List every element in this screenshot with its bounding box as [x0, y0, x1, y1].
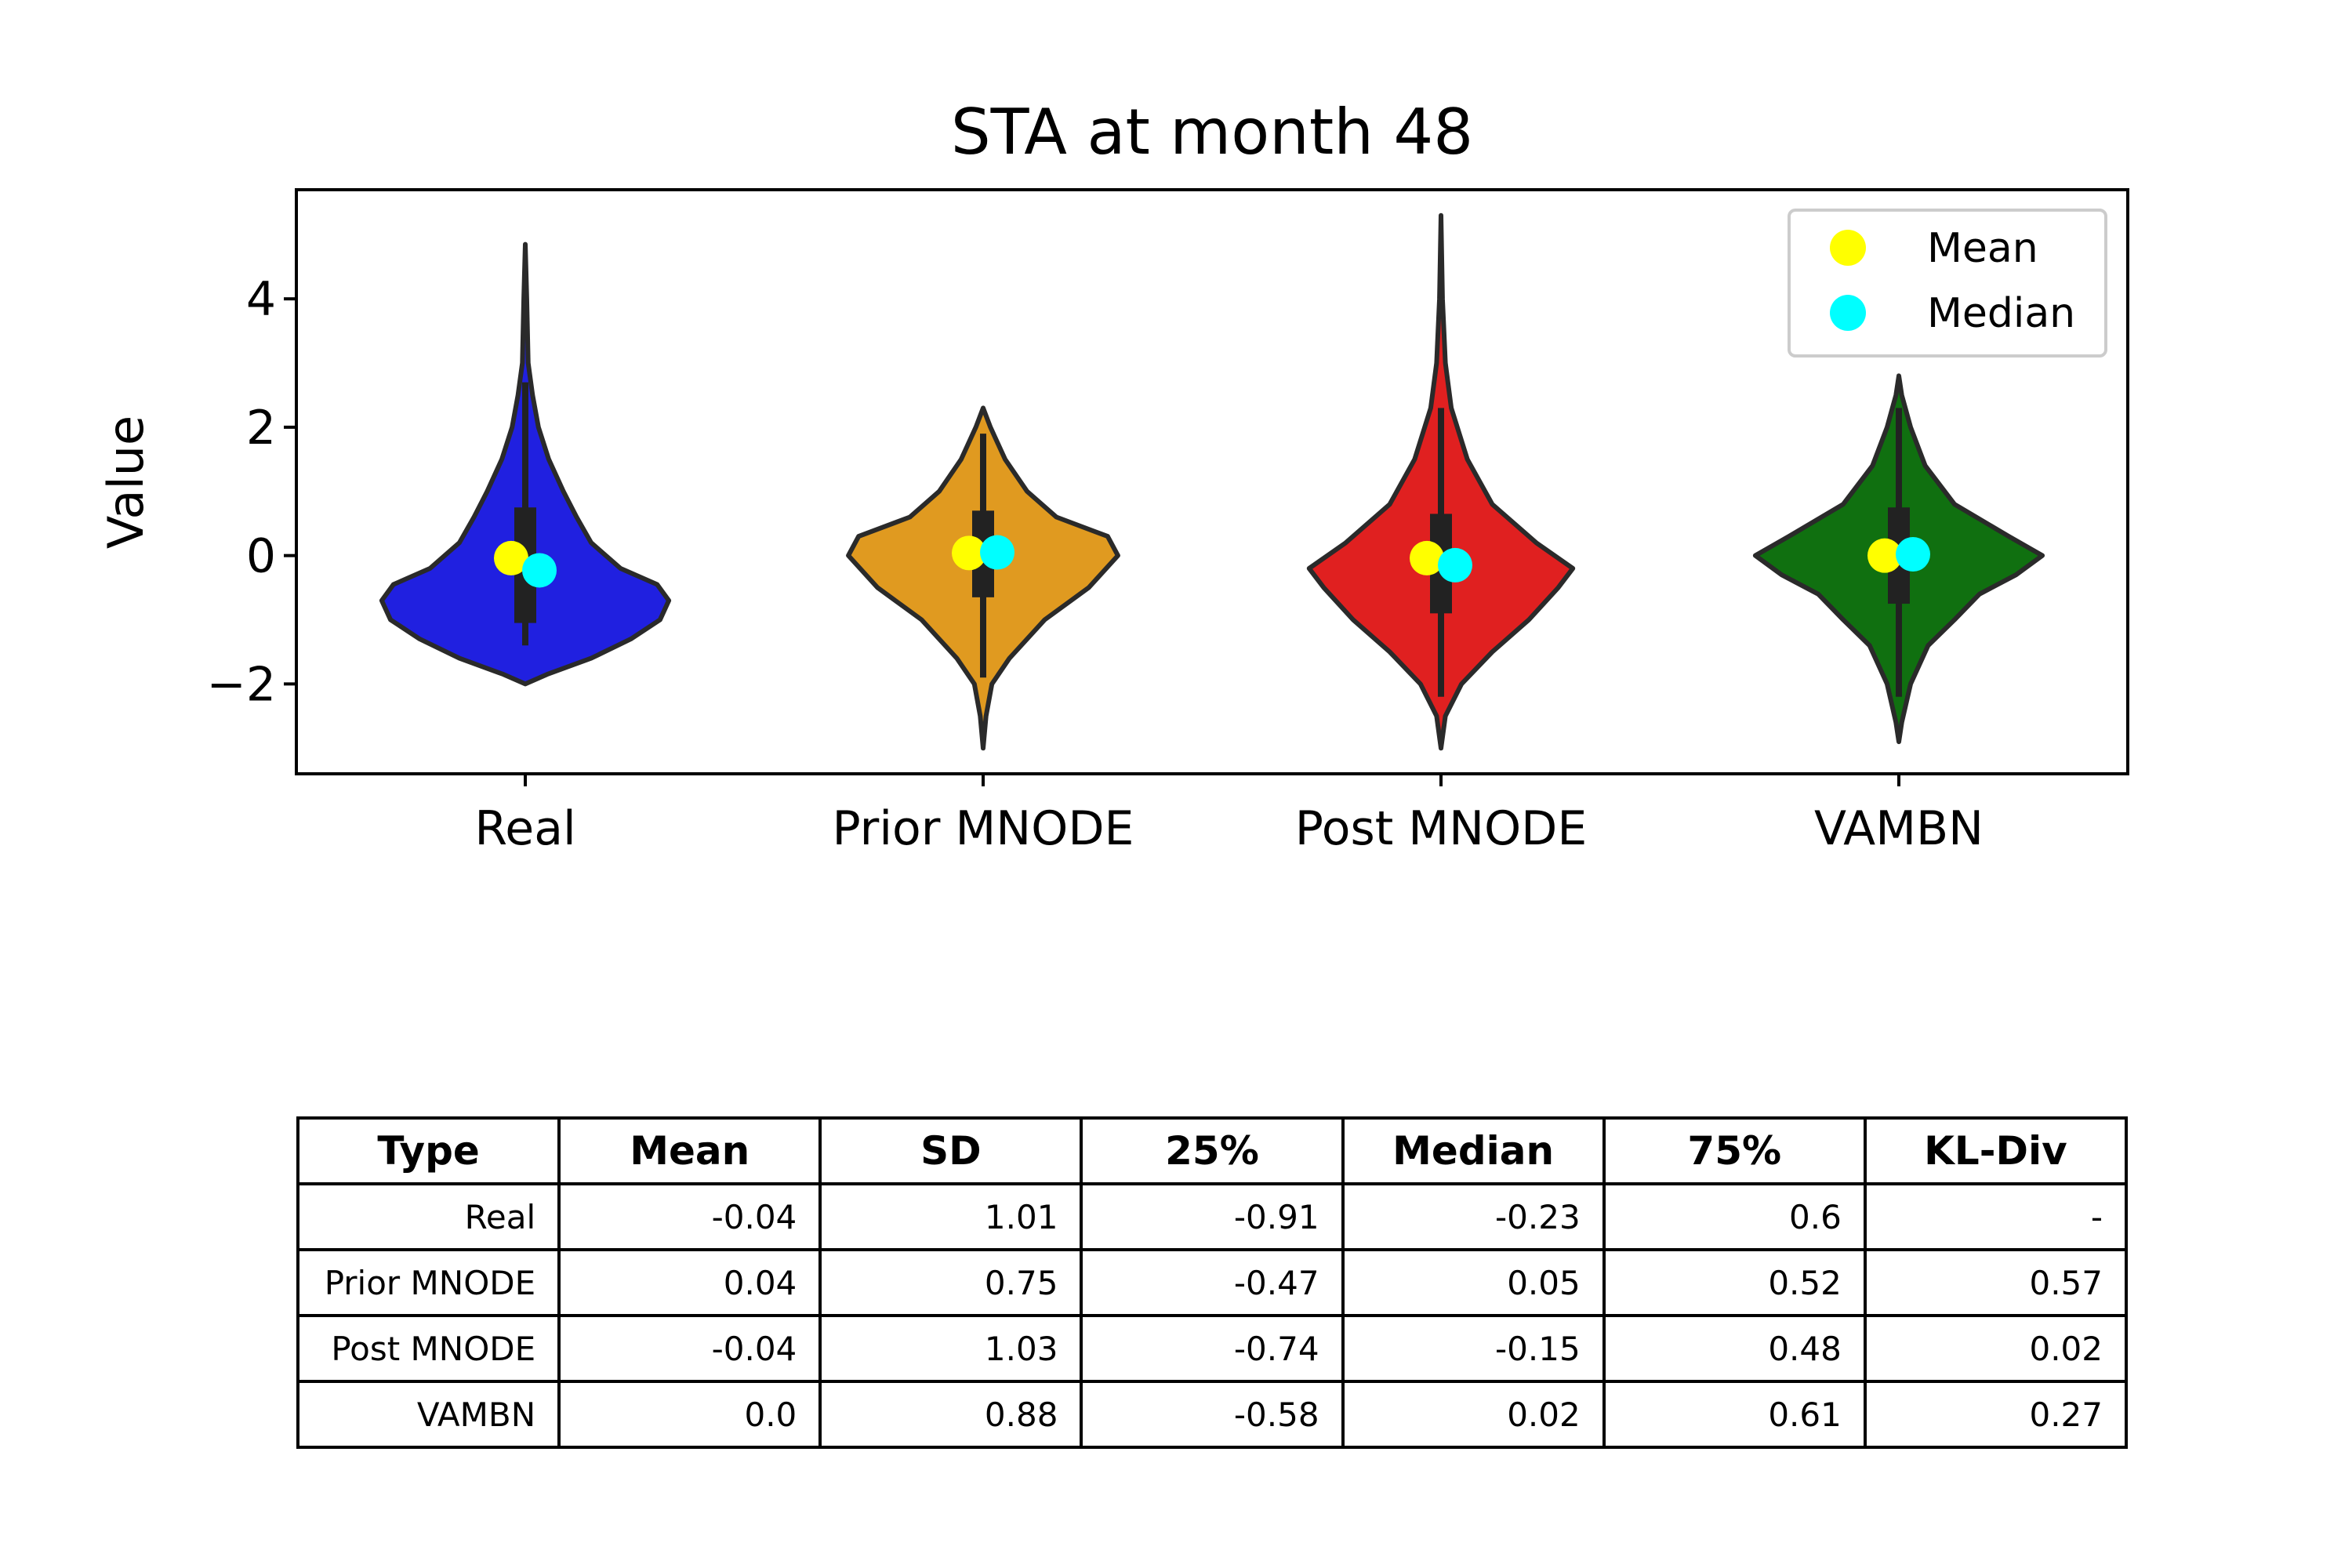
header-sd: SD: [818, 1116, 1083, 1185]
table-cell: 0.61: [1602, 1380, 1867, 1449]
legend-label: Mean: [1927, 225, 2038, 272]
table-cell: -0.91: [1080, 1182, 1345, 1251]
table-cell: 0.04: [557, 1248, 822, 1317]
legend-marker: [1830, 230, 1866, 266]
header-type: Type: [296, 1116, 561, 1185]
mean-marker: [494, 540, 528, 575]
header-75pct: 75%: [1602, 1116, 1867, 1185]
table-cell: 0.02: [1341, 1380, 1606, 1449]
stats-table: Type Mean SD 25% Median 75% KL-Div Real …: [296, 1116, 2129, 1449]
table-row: VAMBN 0.0 0.88 -0.58 0.02 0.61 0.27: [296, 1380, 2129, 1449]
table-cell: Real: [296, 1182, 561, 1251]
x-tick-label: VAMBN: [1814, 801, 1984, 856]
mean-marker: [1410, 540, 1444, 575]
chart-title: STA at month 48: [951, 96, 1473, 169]
table-cell: -0.04: [557, 1182, 822, 1251]
table-cell: -0.04: [557, 1314, 822, 1383]
median-marker: [522, 553, 557, 588]
header-25pct: 25%: [1080, 1116, 1345, 1185]
mean-marker: [1867, 538, 1902, 573]
table-row: Prior MNODE 0.04 0.75 -0.47 0.05 0.52 0.…: [296, 1248, 2129, 1317]
x-tick-label: Prior MNODE: [833, 801, 1134, 856]
table-cell: -0.23: [1341, 1182, 1606, 1251]
table-cell: -: [1863, 1182, 2129, 1251]
violins-group: [379, 212, 2045, 751]
table-cell: VAMBN: [296, 1380, 561, 1449]
table-cell: -0.47: [1080, 1248, 1345, 1317]
table-cell: -0.58: [1080, 1380, 1345, 1449]
table-cell: 0.88: [818, 1380, 1083, 1449]
table-cell: 0.75: [818, 1248, 1083, 1317]
legend-marker: [1830, 295, 1866, 331]
table-cell: 0.02: [1863, 1314, 2129, 1383]
y-axis-ticks: −2 0 2 4: [207, 272, 296, 712]
table-row: Post MNODE -0.04 1.03 -0.74 -0.15 0.48 0…: [296, 1314, 2129, 1383]
x-tick-label: Real: [474, 801, 575, 856]
y-axis-label: Value: [97, 416, 154, 549]
y-tick-label: −2: [207, 657, 276, 712]
header-mean: Mean: [557, 1116, 822, 1185]
table-cell: 0.48: [1602, 1314, 1867, 1383]
table-cell: 0.27: [1863, 1380, 2129, 1449]
median-marker: [1896, 537, 1930, 572]
table-cell: 0.0: [557, 1380, 822, 1449]
x-axis-ticks: Real Prior MNODE Post MNODE VAMBN: [474, 774, 1984, 856]
table-cell: 0.57: [1863, 1248, 2129, 1317]
table-cell: 0.52: [1602, 1248, 1867, 1317]
table-cell: 1.01: [818, 1182, 1083, 1251]
plot-frame: [295, 188, 2129, 775]
y-tick-label: 0: [246, 529, 276, 584]
median-marker: [980, 535, 1014, 570]
header-kl-div: KL-Div: [1863, 1116, 2129, 1185]
y-tick-label: 2: [246, 401, 276, 456]
legend-label: Median: [1927, 290, 2075, 337]
table-cell: Post MNODE: [296, 1314, 561, 1383]
table-cell: -0.74: [1080, 1314, 1345, 1383]
legend: Mean Median: [1788, 209, 2107, 358]
table-cell: -0.15: [1341, 1314, 1606, 1383]
table-row: Real -0.04 1.01 -0.91 -0.23 0.6 -: [296, 1182, 2129, 1251]
median-marker: [1438, 547, 1472, 583]
table-header-row: Type Mean SD 25% Median 75% KL-Div: [296, 1116, 2129, 1185]
legend-box: [1788, 209, 2107, 358]
x-tick-label: Post MNODE: [1295, 801, 1588, 856]
mean-marker: [952, 535, 986, 571]
y-tick-label: 4: [246, 272, 276, 327]
table-cell: 0.05: [1341, 1248, 1606, 1317]
header-median: Median: [1341, 1116, 1606, 1185]
table-cell: 0.6: [1602, 1182, 1867, 1251]
table-cell: 1.03: [818, 1314, 1083, 1383]
table-cell: Prior MNODE: [296, 1248, 561, 1317]
